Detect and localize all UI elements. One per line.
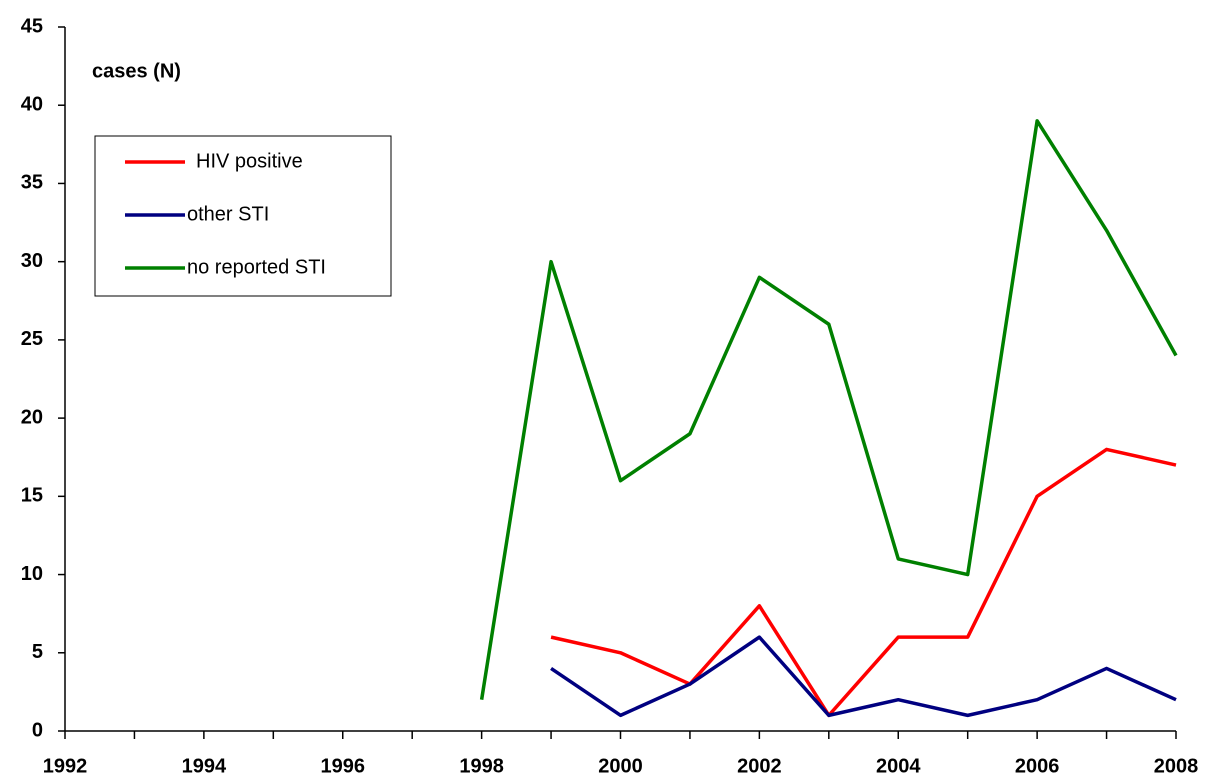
x-tick-label: 1994 (182, 755, 227, 777)
legend-label: no reported STI (187, 256, 326, 278)
y-tick-label: 35 (21, 172, 43, 194)
y-tick-label: 10 (21, 563, 43, 585)
y-tick-label: 25 (21, 328, 43, 350)
y-tick-label: 20 (21, 406, 43, 428)
x-tick-label: 1996 (321, 755, 366, 777)
x-tick-label: 2008 (1154, 755, 1199, 777)
x-tick-label: 1992 (43, 755, 88, 777)
y-tick-label: 30 (21, 250, 43, 272)
x-tick-label: 2004 (876, 755, 921, 777)
y-tick-label: 0 (32, 719, 43, 741)
legend-label: HIV positive (196, 150, 303, 172)
legend-label: other STI (187, 203, 269, 225)
y-tick-label: 40 (21, 94, 43, 116)
y-tick-label: 5 (32, 641, 43, 663)
x-tick-label: 1998 (459, 755, 504, 777)
y-tick-label: 15 (21, 485, 43, 507)
x-tick-label: 2006 (1015, 755, 1060, 777)
series-line (550, 635, 1177, 718)
x-tick-label: 2002 (737, 755, 782, 777)
series-line (550, 447, 1177, 718)
y-axis-label: cases (N) (92, 60, 181, 82)
series-line (479, 119, 1178, 700)
y-tick-label: 45 (21, 15, 43, 37)
x-tick-label: 2000 (598, 755, 643, 777)
